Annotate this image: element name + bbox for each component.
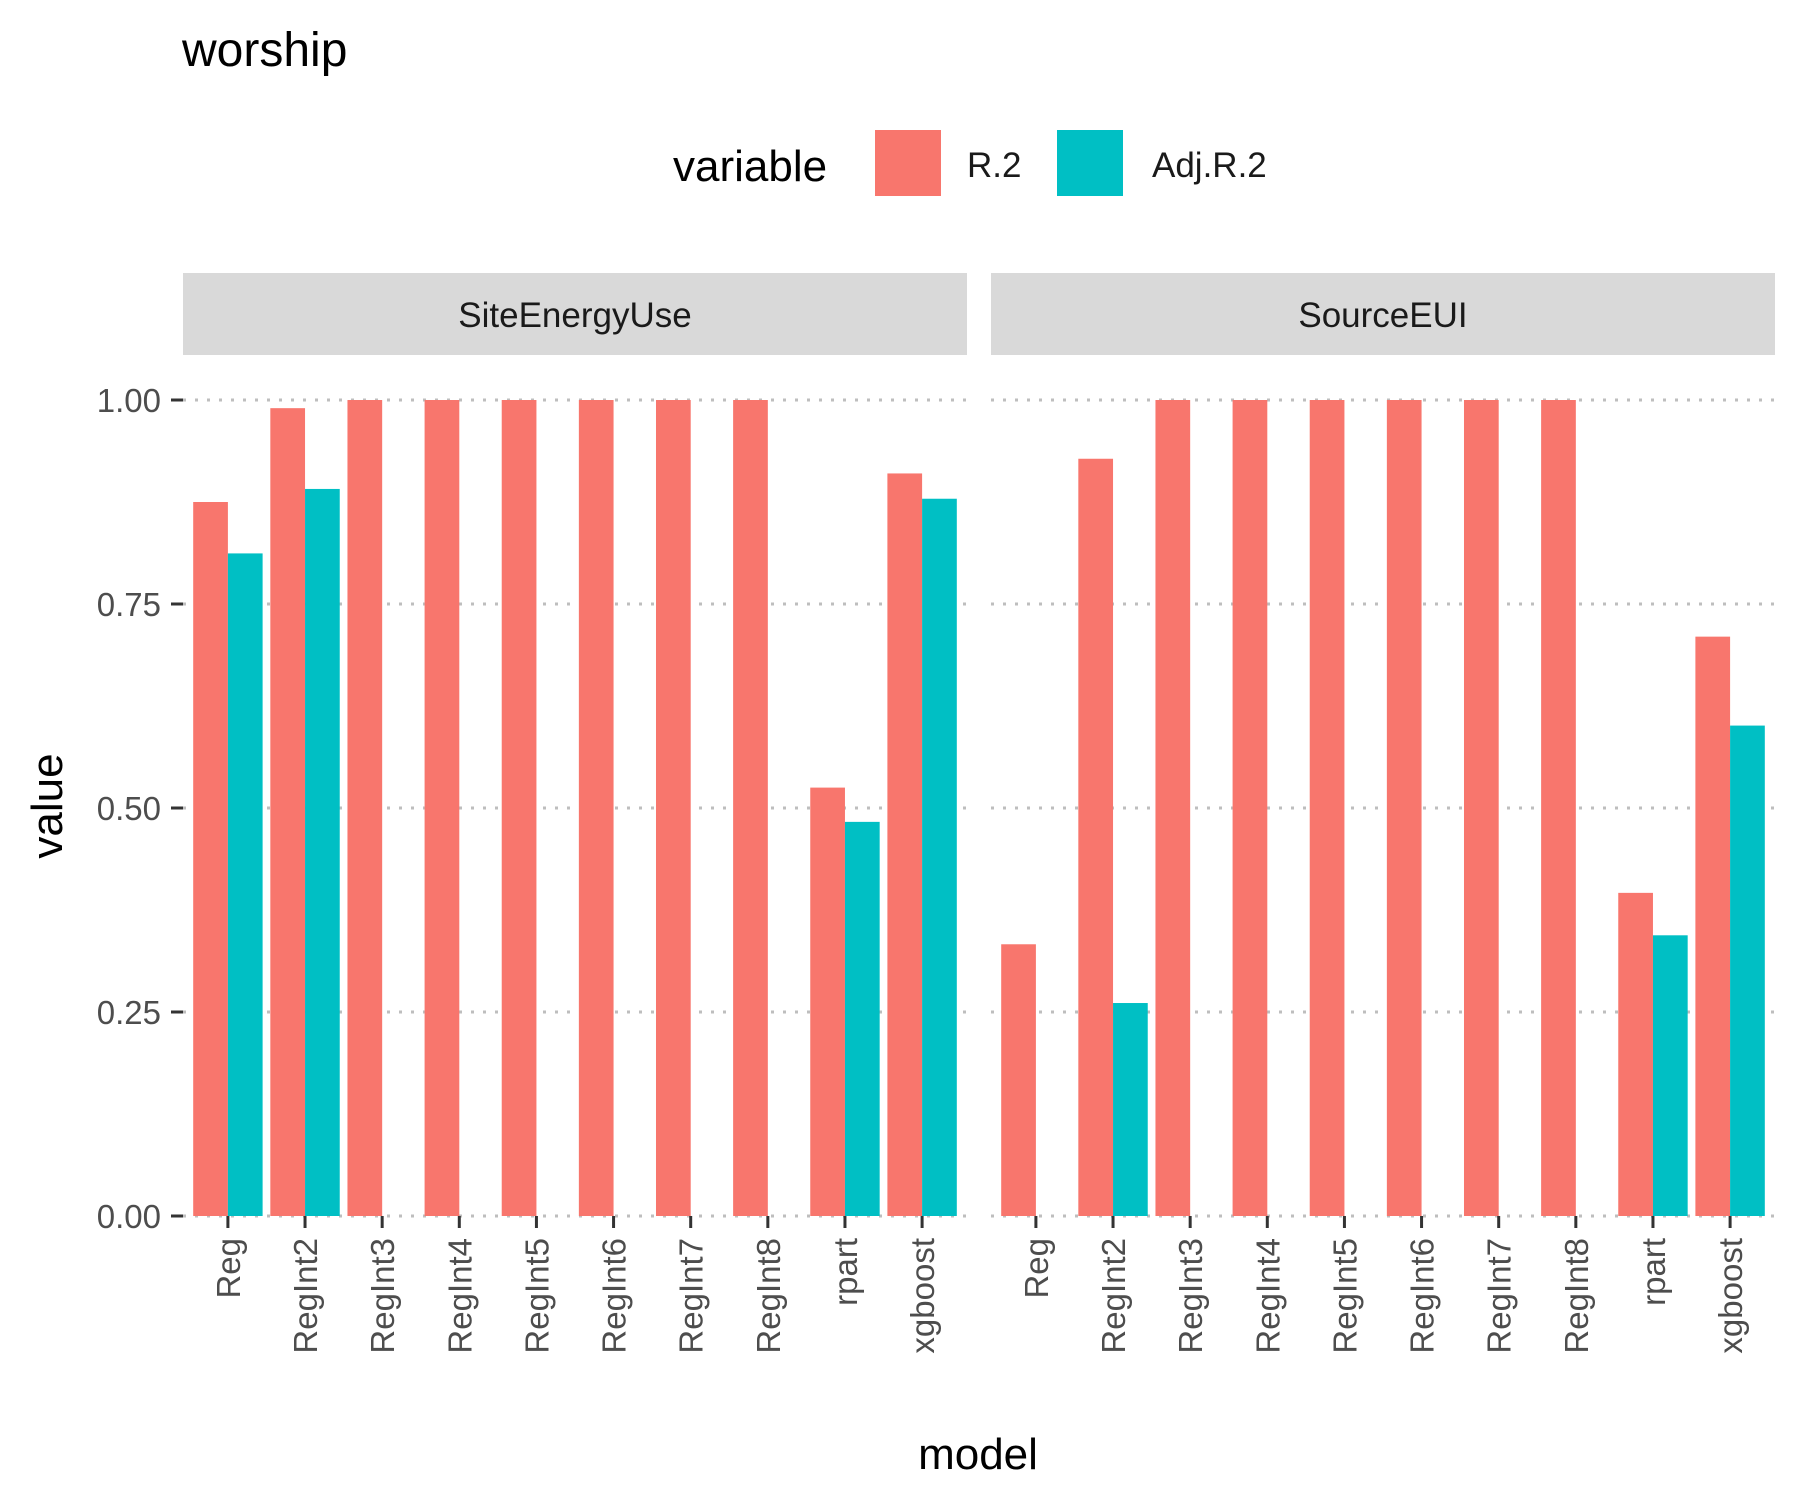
- x-ticks-right: Reg RegInt2 RegInt3 RegInt4 RegInt5 RegInt6 Re…: [1018, 1216, 1749, 1354]
- y-axis-title: value: [23, 753, 72, 858]
- x-ticks-left: Reg RegInt2 RegInt3 RegInt4 RegInt5 RegInt6 Re…: [210, 1216, 941, 1354]
- x-tick-label: Reg: [1018, 1238, 1055, 1299]
- strip-label-left: SiteEnergyUse: [458, 296, 691, 335]
- strip-left: [183, 273, 967, 355]
- bar-r2: [1155, 400, 1191, 1216]
- x-tick-label: RegInt7: [673, 1238, 710, 1354]
- y-axis: 0.00 0.25 0.50 0.75 1.00: [97, 382, 183, 1235]
- x-tick-label: RegInt8: [1558, 1238, 1595, 1354]
- bar-r2: [1309, 400, 1345, 1216]
- bar-r2: [655, 400, 691, 1216]
- strip-label-right: SourceEUI: [1298, 296, 1467, 335]
- bar-r2: [1001, 944, 1036, 1216]
- bars-right: [1001, 400, 1765, 1216]
- bar-r2: [347, 400, 383, 1216]
- x-tick-label: rpart: [827, 1238, 864, 1306]
- y-tick-label: 0.50: [97, 790, 161, 827]
- bar-adjr2: [1652, 935, 1688, 1216]
- x-tick-label: RegInt8: [750, 1238, 787, 1354]
- strip-right: [991, 273, 1775, 355]
- bar-r2: [1386, 400, 1422, 1216]
- legend-swatch-adjr2: [1057, 130, 1123, 196]
- x-tick-label: xgboost: [1712, 1238, 1749, 1354]
- x-tick-label: RegInt6: [1404, 1238, 1441, 1354]
- x-tick-label: RegInt2: [1095, 1238, 1132, 1354]
- x-tick-label: xgboost: [904, 1238, 941, 1354]
- x-tick-label: RegInt4: [1249, 1238, 1286, 1354]
- x-tick-label: RegInt5: [518, 1238, 555, 1354]
- x-tick-label: RegInt3: [364, 1238, 401, 1354]
- x-axis-title: model: [918, 1430, 1038, 1479]
- legend: variable R.2 Adj.R.2: [673, 130, 1267, 196]
- bar-r2: [501, 400, 537, 1216]
- bars-left: [193, 400, 957, 1217]
- legend-title: variable: [673, 142, 827, 191]
- bar-adjr2: [1730, 725, 1765, 1216]
- panel-left: SiteEnergyUse Reg RegInt2 RegInt3 RegInt4 Re…: [183, 273, 967, 1354]
- x-tick-label: RegInt7: [1481, 1238, 1518, 1354]
- y-tick-label: 0.75: [97, 586, 161, 623]
- bar-r2: [1078, 458, 1114, 1216]
- bar-adjr2: [1113, 1003, 1148, 1216]
- bar-r2: [578, 400, 614, 1216]
- bar-r2: [887, 473, 923, 1216]
- legend-swatch-r2: [875, 130, 941, 196]
- bar-r2: [1695, 636, 1731, 1216]
- bar-adjr2: [227, 553, 263, 1216]
- x-tick-label: RegInt6: [596, 1238, 633, 1354]
- bar-adjr2: [305, 488, 340, 1217]
- y-tick-label: 0.25: [97, 994, 161, 1031]
- x-tick-label: Reg: [210, 1238, 247, 1299]
- x-tick-label: RegInt4: [441, 1238, 478, 1354]
- legend-label-adjr2: Adj.R.2: [1152, 146, 1267, 185]
- bar-r2: [1541, 400, 1576, 1216]
- x-tick-label: rpart: [1635, 1238, 1672, 1306]
- bar-r2: [1618, 892, 1653, 1216]
- bar-r2: [1463, 400, 1499, 1216]
- y-tick-label: 1.00: [97, 382, 161, 419]
- x-tick-label: RegInt3: [1172, 1238, 1209, 1354]
- chart-title: worship: [181, 24, 347, 77]
- bar-adjr2: [922, 498, 957, 1217]
- bar-adjr2: [844, 821, 880, 1216]
- panel-right: SourceEUI Reg RegInt2 RegInt3 RegInt4 RegInt…: [991, 273, 1775, 1354]
- legend-label-r2: R.2: [967, 146, 1021, 185]
- x-tick-label: RegInt5: [1326, 1238, 1363, 1354]
- bar-r2: [270, 408, 306, 1216]
- bar-r2: [424, 400, 460, 1216]
- bar-r2: [1232, 400, 1268, 1216]
- bar-r2: [733, 400, 768, 1216]
- bar-r2: [810, 787, 845, 1216]
- bar-r2: [193, 502, 228, 1216]
- x-tick-label: RegInt2: [287, 1238, 324, 1354]
- y-tick-label: 0.00: [97, 1198, 161, 1235]
